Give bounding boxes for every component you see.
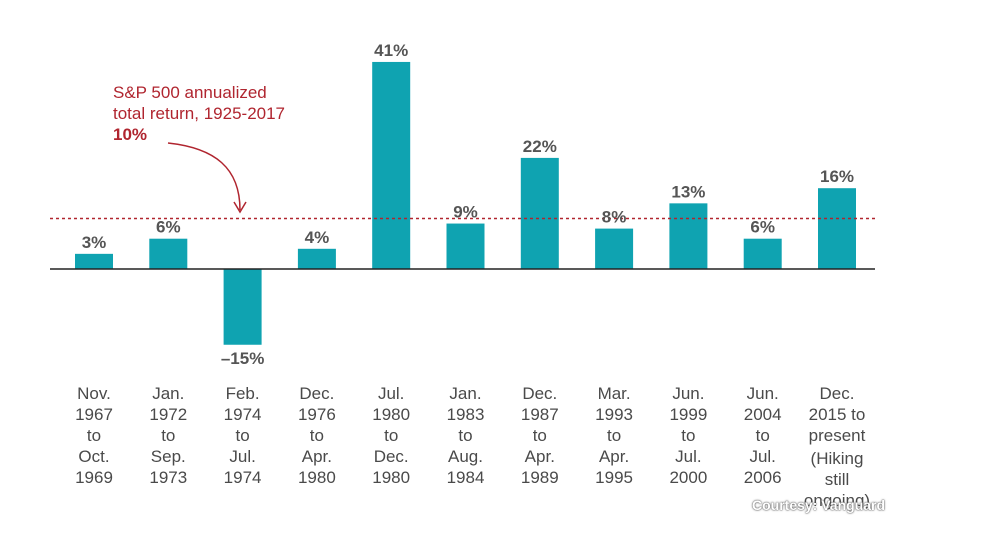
- category-label: Jan. 1972 to Sep. 1973: [149, 384, 188, 487]
- bar: [297, 248, 336, 269]
- category-label: Jan. 1983 to Aug. 1984: [446, 384, 485, 487]
- bar-value-label: 6%: [156, 218, 181, 237]
- bars-group: [75, 61, 856, 345]
- bar-value-label: 16%: [820, 167, 854, 186]
- category-label: Mar. 1993 to Apr. 1995: [595, 384, 633, 487]
- benchmark-label-line2: total return, 1925-2017: [113, 104, 286, 123]
- bar: [520, 157, 559, 269]
- bar-value-label: 9%: [453, 203, 478, 222]
- bar-value-label: 3%: [82, 233, 107, 252]
- benchmark-value: 10%: [113, 125, 148, 144]
- category-label: Feb. 1974 to Jul. 1974: [223, 384, 262, 487]
- category-note: (Hiking still ongoing): [803, 449, 871, 510]
- bar: [149, 238, 188, 269]
- category-label: Jun. 2004 to Jul. 2006: [743, 384, 782, 487]
- bar: [223, 269, 262, 345]
- bar: [372, 61, 411, 270]
- bar: [743, 238, 782, 269]
- bar-value-label: 4%: [305, 228, 330, 247]
- bar: [75, 253, 113, 269]
- bar-value-label: 22%: [523, 137, 557, 156]
- bar: [446, 223, 485, 269]
- credit-watermark: Courtesy: Vanguard: [752, 497, 886, 513]
- annotation-arrowhead: [233, 201, 247, 214]
- category-label: Nov. 1967 to Oct. 1969: [75, 384, 113, 487]
- bar-value-label: 41%: [374, 41, 408, 60]
- benchmark-label-line1: S&P 500 annualized: [113, 83, 267, 102]
- bar-value-label: 6%: [750, 218, 775, 237]
- bar: [818, 188, 856, 269]
- bar-value-label: 13%: [671, 182, 705, 201]
- bar: [595, 228, 634, 269]
- category-label: Dec. 1976 to Apr. 1980: [297, 384, 336, 487]
- category-label: Jun. 1999 to Jul. 2000: [669, 384, 708, 487]
- bar-value-label: –15%: [221, 349, 264, 368]
- category-label: Jul. 1980 to Dec. 1980: [372, 384, 411, 487]
- value-labels-group: 3% 6% –15% 4% 41% 9% 22% 8% 13% 6% 16%: [82, 41, 854, 368]
- category-label: Dec. 2015 to present (Hiking still ongoin…: [797, 383, 877, 511]
- benchmark-annotation: S&P 500 annualized total return, 1925-20…: [113, 82, 285, 145]
- annotation-arrow: [167, 142, 241, 211]
- bar: [669, 203, 708, 269]
- bar-value-label: 8%: [602, 208, 627, 227]
- category-label: Dec. 1987 to Apr. 1989: [520, 384, 559, 487]
